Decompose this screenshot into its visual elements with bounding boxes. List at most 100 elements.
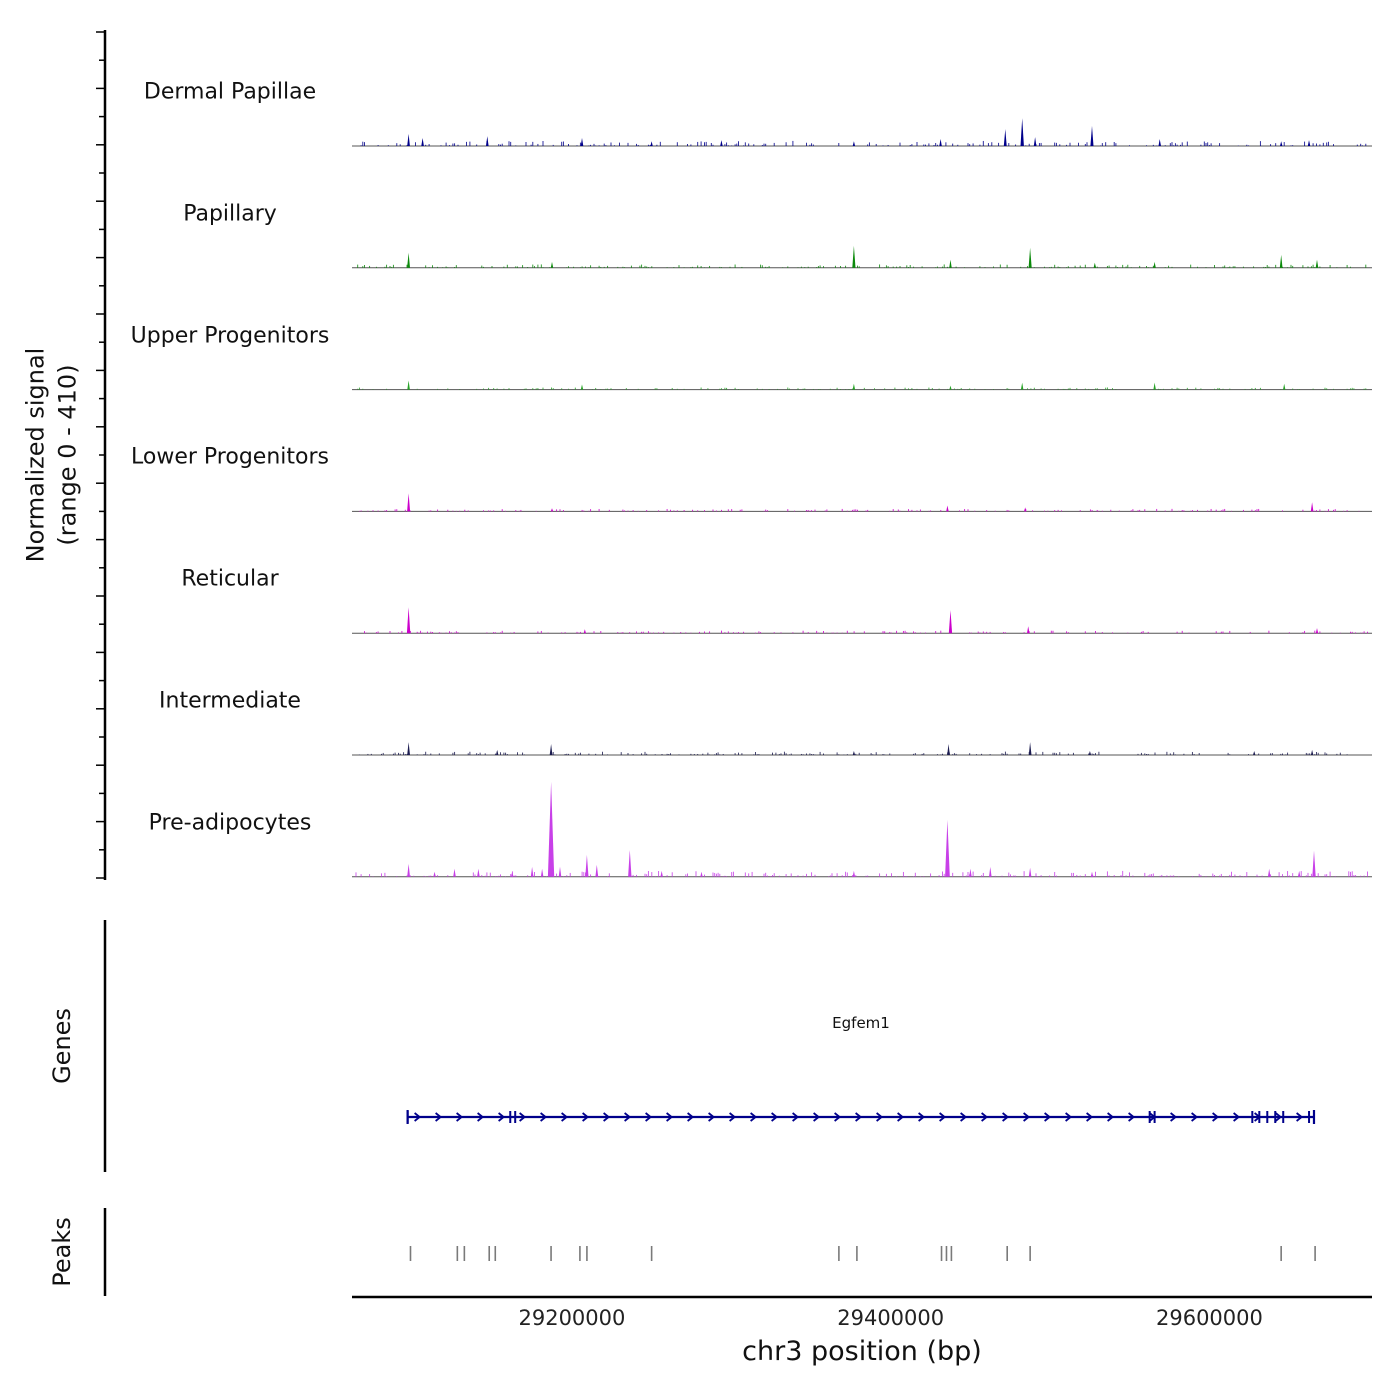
signal-peak xyxy=(550,261,554,268)
signal-peak xyxy=(1003,129,1007,146)
signal-peak xyxy=(540,868,544,877)
signal-track-upper-progenitors xyxy=(352,380,1372,391)
signal-peak xyxy=(628,850,632,877)
signal-peak xyxy=(583,629,586,634)
signal-peak xyxy=(1153,261,1156,268)
signal-peak xyxy=(939,139,942,146)
gene-strand-arrow xyxy=(960,1112,968,1122)
signal-peak xyxy=(1307,140,1311,146)
signal-peak xyxy=(549,744,553,755)
x-axis-tick-label: 29400000 xyxy=(837,1306,945,1330)
signal-peak xyxy=(1253,751,1256,755)
gene-strand-arrow xyxy=(582,1112,590,1122)
gene-strand-arrow xyxy=(834,1112,842,1122)
signal-peak xyxy=(700,871,703,877)
gene-strand-arrow xyxy=(540,1112,548,1122)
signal-track-lower-progenitors xyxy=(352,493,1372,512)
gene-strand-arrow xyxy=(1065,1112,1073,1122)
gene-strand-arrow xyxy=(729,1112,737,1122)
signal-track-pre-adipocytes xyxy=(352,781,1372,878)
track-label-upper-progenitors: Upper Progenitors xyxy=(130,323,330,349)
genes-section-label: Genes xyxy=(47,1008,76,1084)
y-axis-label-line1: Normalized signal xyxy=(21,347,50,563)
signal-peak xyxy=(580,138,584,146)
signal-peak xyxy=(1297,870,1301,877)
gene-strand-arrow xyxy=(603,1112,611,1122)
gene-strand-arrow xyxy=(687,1112,695,1122)
signal-peak xyxy=(1153,382,1156,390)
gene-strand-arrow xyxy=(876,1112,884,1122)
peaks-track xyxy=(409,1246,1316,1261)
gene-strand-arrow xyxy=(477,1112,485,1122)
gene-strand-arrow xyxy=(792,1112,800,1122)
track-label-reticular: Reticular xyxy=(181,566,279,592)
signal-track-reticular xyxy=(352,607,1372,634)
gene-strand-arrow xyxy=(771,1112,779,1122)
gene-strand-arrow xyxy=(708,1112,716,1122)
x-axis-tick-label: 29600000 xyxy=(1155,1306,1263,1330)
signal-peak xyxy=(1310,749,1314,755)
signal-peak xyxy=(1020,382,1024,390)
gene-strand-arrow xyxy=(1275,1112,1283,1122)
gene-strand-arrow xyxy=(498,1112,506,1122)
signal-peak xyxy=(511,871,514,877)
gene-strand-arrow xyxy=(1170,1112,1178,1122)
signal-peak xyxy=(852,383,856,390)
signal-peak xyxy=(1280,141,1283,146)
gene-strand-arrow xyxy=(1233,1112,1241,1122)
track-label-pre-adipocytes: Pre-adipocytes xyxy=(148,810,312,836)
gene-strand-arrow xyxy=(1191,1112,1199,1122)
signal-peak xyxy=(496,749,499,755)
gene-strand-arrow xyxy=(855,1112,863,1122)
y-axis-label-line2: (range 0 - 410) xyxy=(54,364,82,546)
signal-peak xyxy=(406,607,411,634)
signal-peak xyxy=(969,868,972,877)
signal-peak xyxy=(547,781,555,877)
gene-strand-arrow xyxy=(624,1112,632,1122)
signal-peak xyxy=(852,751,856,755)
gene-strand-arrow xyxy=(561,1112,569,1122)
signal-peak xyxy=(407,493,411,512)
signal-track-intermediate xyxy=(352,742,1372,756)
gene-strand-arrow xyxy=(981,1112,989,1122)
gene-model-egfem1 xyxy=(406,1110,1316,1124)
signal-peak xyxy=(1093,262,1097,268)
signal-peak xyxy=(407,252,410,268)
gene-strand-arrow xyxy=(1128,1112,1136,1122)
signal-peak xyxy=(946,505,949,512)
signal-peak xyxy=(852,870,856,877)
signal-peak xyxy=(1158,139,1161,146)
signal-peak xyxy=(1283,383,1286,390)
signal-peak xyxy=(1090,871,1094,877)
track-label-papillary: Papillary xyxy=(183,201,277,227)
signal-peak xyxy=(660,870,663,877)
gene-strand-arrow xyxy=(519,1112,527,1122)
signal-peak xyxy=(530,866,534,877)
signal-peak xyxy=(989,866,992,877)
peaks-section-label: Peaks xyxy=(47,1217,76,1287)
signal-peak xyxy=(453,868,456,877)
signal-track-dermal-papillae xyxy=(352,118,1372,147)
y-axis-label: Normalized signal (range 0 - 410) xyxy=(20,348,85,563)
gene-strand-arrow xyxy=(1044,1112,1052,1122)
gene-strand-arrow xyxy=(918,1112,926,1122)
gene-strand-arrow xyxy=(939,1112,947,1122)
track-label-dermal-papillae: Dermal Papillae xyxy=(143,79,317,105)
signal-peak xyxy=(1028,867,1032,877)
signal-peak xyxy=(852,141,856,146)
signal-peak xyxy=(1090,125,1094,146)
gene-strand-arrow xyxy=(813,1112,821,1122)
track-label-lower-progenitors: Lower Progenitors xyxy=(131,444,329,470)
gene-strand-arrow xyxy=(1086,1112,1094,1122)
signal-peak xyxy=(852,245,856,268)
signal-peak xyxy=(1088,751,1092,755)
x-axis-tick-label: 29200000 xyxy=(518,1306,626,1330)
signal-peak xyxy=(580,384,584,390)
gene-strand-arrow xyxy=(1212,1112,1220,1122)
signal-peak xyxy=(1028,247,1032,268)
signal-peak xyxy=(585,854,589,877)
signal-peak xyxy=(477,868,480,877)
gene-strand-arrow xyxy=(750,1112,758,1122)
